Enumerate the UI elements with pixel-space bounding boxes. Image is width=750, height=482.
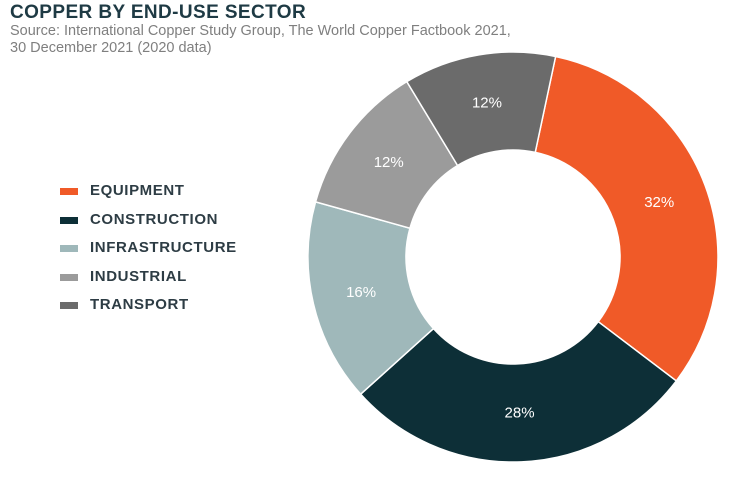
source-line-2: 30 December 2021 (2020 data) [10, 40, 212, 56]
legend-item-transport: TRANSPORT [60, 294, 237, 323]
legend-item-infrastructure: INFRASTRUCTURE [60, 237, 237, 266]
legend-item-equipment: EQUIPMENT [60, 180, 237, 209]
slice-label-construction: 28% [505, 404, 535, 421]
legend-item-industrial: INDUSTRIAL [60, 266, 237, 295]
chart-source: Source: International Copper Study Group… [10, 23, 610, 57]
legend-item-construction: CONSTRUCTION [60, 209, 237, 238]
chart-title: COPPER BY END-USE SECTOR [10, 2, 307, 23]
legend-swatch-transport [60, 302, 78, 310]
slice-construction [359, 320, 678, 463]
donut-slices [307, 51, 719, 463]
legend-label-industrial: INDUSTRIAL [90, 267, 187, 285]
legend-label-transport: TRANSPORT [90, 296, 189, 314]
legend-swatch-equipment [60, 188, 78, 195]
source-line-1: Source: International Copper Study Group… [10, 23, 511, 39]
slice-label-equipment: 32% [644, 194, 674, 211]
slice-transport [405, 51, 557, 167]
slice-label-infrastructure: 16% [346, 284, 376, 301]
slice-label-transport: 12% [472, 95, 502, 112]
legend-swatch-industrial [60, 273, 78, 281]
chart-legend: EQUIPMENT CONSTRUCTION INFRASTRUCTURE IN… [60, 180, 237, 323]
slice-equipment [534, 55, 719, 382]
legend-label-equipment: EQUIPMENT [90, 182, 185, 199]
slice-infrastructure [307, 200, 435, 396]
legend-swatch-infrastructure [60, 245, 78, 253]
slice-label-industrial: 12% [374, 154, 404, 171]
legend-label-construction: CONSTRUCTION [90, 210, 219, 228]
legend-label-infrastructure: INFRASTRUCTURE [90, 239, 237, 257]
donut-labels: 32% 28% 16% 12% 12% [346, 95, 674, 422]
legend-swatch-construction [60, 216, 78, 224]
